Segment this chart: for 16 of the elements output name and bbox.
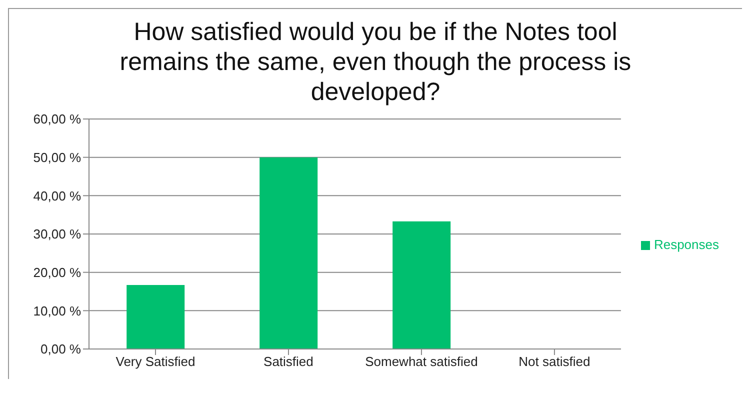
x-tick-label: Satisfied bbox=[264, 354, 314, 370]
chart-title: How satisfied would you be if the Notes tool remains the same, even though the process is developed? bbox=[118, 17, 632, 108]
bar bbox=[260, 157, 318, 349]
y-tick-label: 10,00 % bbox=[33, 303, 82, 318]
y-tick-label: 50,00 % bbox=[33, 150, 82, 165]
bar bbox=[392, 221, 451, 349]
y-tick-label: 0,00 % bbox=[40, 342, 82, 357]
y-tick-label: 40,00 % bbox=[33, 188, 82, 204]
bar bbox=[126, 284, 185, 349]
x-tick-label: Somewhat satisfied bbox=[365, 354, 478, 370]
y-tick-label: 30,00 % bbox=[33, 226, 82, 242]
legend-label: Responses bbox=[654, 236, 719, 252]
x-tick-label: Very Satisfied bbox=[116, 354, 196, 370]
x-tick-label: Not satisfied bbox=[518, 354, 590, 370]
y-tick-label: 20,00 % bbox=[33, 264, 82, 280]
y-tick-label: 60,00 % bbox=[33, 112, 82, 127]
